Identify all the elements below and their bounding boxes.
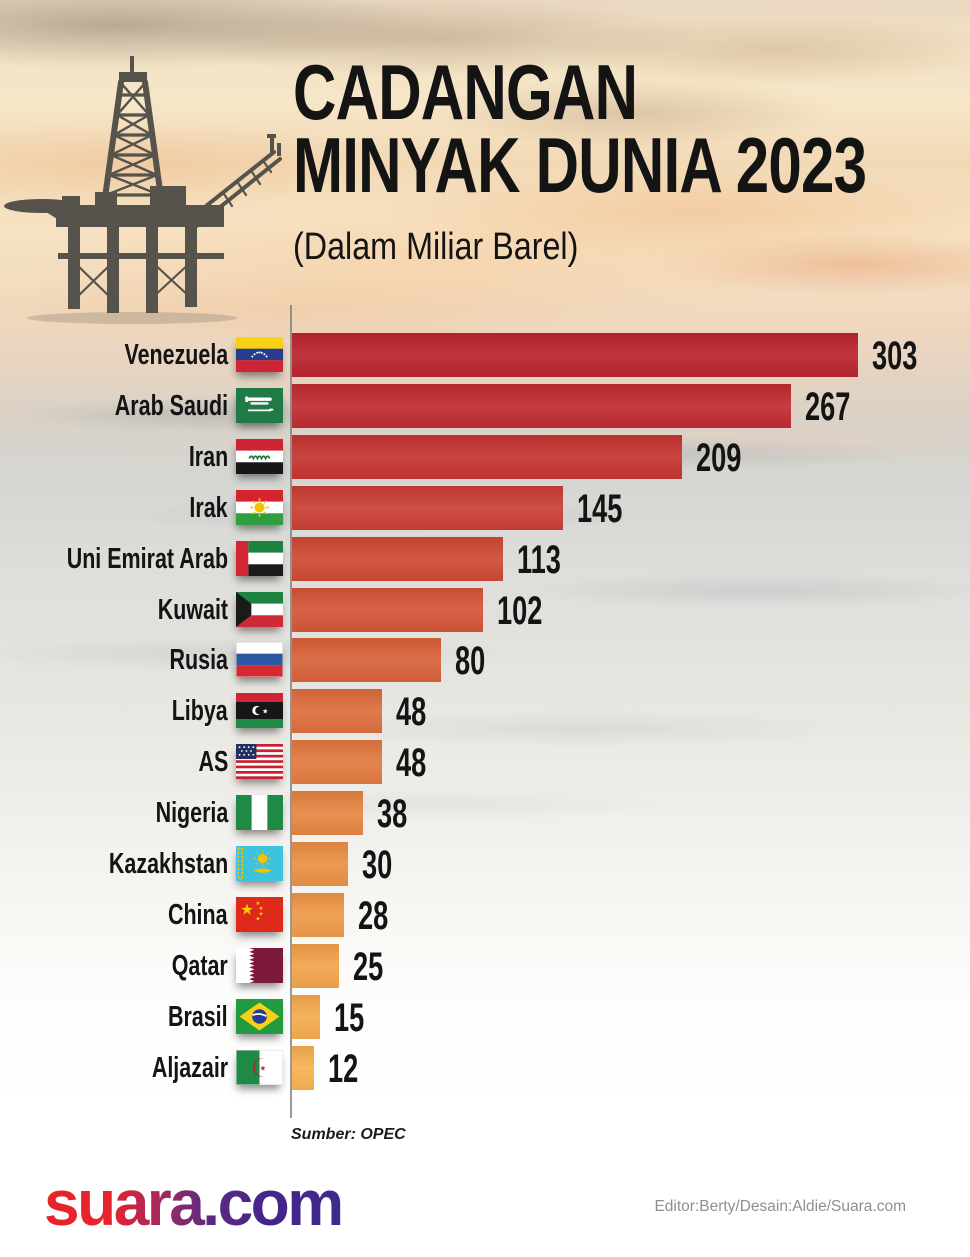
value-label: 209 bbox=[696, 436, 742, 480]
suara-logo: suara.com bbox=[44, 1167, 344, 1239]
bar-irak bbox=[292, 486, 563, 530]
bar-libya bbox=[292, 689, 382, 733]
chart-row: Brasil 15 bbox=[0, 995, 970, 1040]
bar-rusia bbox=[292, 638, 441, 682]
flag-rusia-icon bbox=[236, 642, 283, 677]
country-label: Iran bbox=[188, 441, 228, 473]
svg-text:★: ★ bbox=[258, 911, 263, 918]
chart-row: Venezuela 303 bbox=[0, 333, 970, 378]
value-label: 30 bbox=[362, 843, 393, 887]
chart-row: Aljazair ★ 12 bbox=[0, 1046, 970, 1091]
country-label: Irak bbox=[189, 492, 228, 524]
flag-irak-icon bbox=[236, 490, 283, 525]
flag-libya-icon: ★ bbox=[236, 693, 283, 728]
chart-row: Libya ★ 48 bbox=[0, 689, 970, 734]
flag-uni-emirat-arab-icon bbox=[236, 541, 283, 576]
bar-brasil bbox=[292, 995, 320, 1039]
chart-row: AS 48 bbox=[0, 740, 970, 785]
bar-kazakhstan bbox=[292, 842, 348, 886]
value-label: 38 bbox=[377, 792, 408, 836]
chart-row: Kuwait 102 bbox=[0, 588, 970, 633]
bar-uni-emirat-arab bbox=[292, 537, 503, 581]
value-label: 80 bbox=[455, 639, 486, 683]
page-title: CADANGAN MINYAK DUNIA 2023 bbox=[293, 48, 867, 210]
chart-row: Arab Saudi 267 bbox=[0, 384, 970, 429]
flag-brasil-icon bbox=[236, 999, 283, 1034]
chart-source: Sumber: OPEC bbox=[291, 1126, 406, 1143]
country-label: Libya bbox=[171, 695, 228, 727]
country-label: Aljazair bbox=[151, 1052, 228, 1084]
bar-aljazair bbox=[292, 1046, 314, 1090]
value-label: 48 bbox=[396, 690, 427, 734]
flag-venezuela-icon bbox=[236, 337, 283, 372]
bar-as bbox=[292, 740, 382, 784]
svg-text:★: ★ bbox=[258, 905, 263, 912]
country-label: Brasil bbox=[168, 1001, 228, 1033]
chart-axis-line bbox=[290, 305, 292, 1118]
value-label: 48 bbox=[396, 741, 427, 785]
chart-row: Qatar 25 bbox=[0, 944, 970, 989]
chart-row: China ★ ★ ★ ★ ★ 28 bbox=[0, 893, 970, 938]
flag-aljazair-icon: ★ bbox=[236, 1050, 283, 1085]
country-label: Nigeria bbox=[155, 797, 228, 829]
country-label: Kazakhstan bbox=[108, 848, 228, 880]
country-label: Arab Saudi bbox=[114, 390, 228, 422]
country-label: Kuwait bbox=[157, 594, 228, 626]
bar-china bbox=[292, 893, 344, 937]
svg-text:★: ★ bbox=[240, 901, 254, 919]
flag-as-icon bbox=[236, 744, 283, 779]
flag-iran-icon bbox=[236, 439, 283, 474]
svg-text:★: ★ bbox=[260, 1064, 266, 1073]
chart-row: Uni Emirat Arab 113 bbox=[0, 537, 970, 582]
bar-nigeria bbox=[292, 791, 363, 835]
chart-row: Irak 145 bbox=[0, 486, 970, 531]
chart-row: Nigeria 38 bbox=[0, 791, 970, 836]
value-label: 12 bbox=[328, 1047, 359, 1091]
value-label: 102 bbox=[497, 589, 543, 633]
title-line-2: MINYAK DUNIA 2023 bbox=[293, 121, 867, 210]
country-label: AS bbox=[198, 746, 228, 778]
value-label: 25 bbox=[353, 945, 384, 989]
value-label: 113 bbox=[517, 538, 561, 582]
bar-qatar bbox=[292, 944, 339, 988]
page-subtitle: (Dalam Miliar Barel) bbox=[293, 226, 579, 268]
credits-text: Editor:Berty/Desain:Aldie/Suara.com bbox=[654, 1198, 906, 1215]
bar-arab-saudi bbox=[292, 384, 791, 428]
value-label: 15 bbox=[334, 996, 365, 1040]
svg-text:★: ★ bbox=[255, 916, 260, 923]
country-label: China bbox=[168, 899, 228, 931]
flag-arab-saudi-icon bbox=[236, 388, 283, 423]
country-label: Venezuela bbox=[124, 339, 228, 371]
country-label: Qatar bbox=[171, 950, 228, 982]
chart-row: Kazakhstan 30 bbox=[0, 842, 970, 887]
flag-qatar-icon bbox=[236, 948, 283, 983]
value-label: 267 bbox=[805, 385, 851, 429]
bar-kuwait bbox=[292, 588, 483, 632]
flag-kazakhstan-icon bbox=[236, 846, 283, 881]
flag-china-icon: ★ ★ ★ ★ ★ bbox=[236, 897, 283, 932]
chart-row: Iran 209 bbox=[0, 435, 970, 480]
svg-text:★: ★ bbox=[255, 900, 260, 907]
svg-text:★: ★ bbox=[262, 706, 268, 715]
value-label: 303 bbox=[872, 334, 918, 378]
bar-venezuela bbox=[292, 333, 858, 377]
flag-nigeria-icon bbox=[236, 795, 283, 830]
country-label: Uni Emirat Arab bbox=[66, 543, 228, 575]
country-label: Rusia bbox=[169, 644, 228, 676]
value-label: 145 bbox=[577, 487, 623, 531]
oil-rig-icon bbox=[4, 56, 282, 324]
chart-row: Rusia 80 bbox=[0, 638, 970, 683]
value-label: 28 bbox=[358, 894, 389, 938]
flag-kuwait-icon bbox=[236, 592, 283, 627]
bar-iran bbox=[292, 435, 682, 479]
title-line-1: CADANGAN bbox=[293, 48, 638, 136]
